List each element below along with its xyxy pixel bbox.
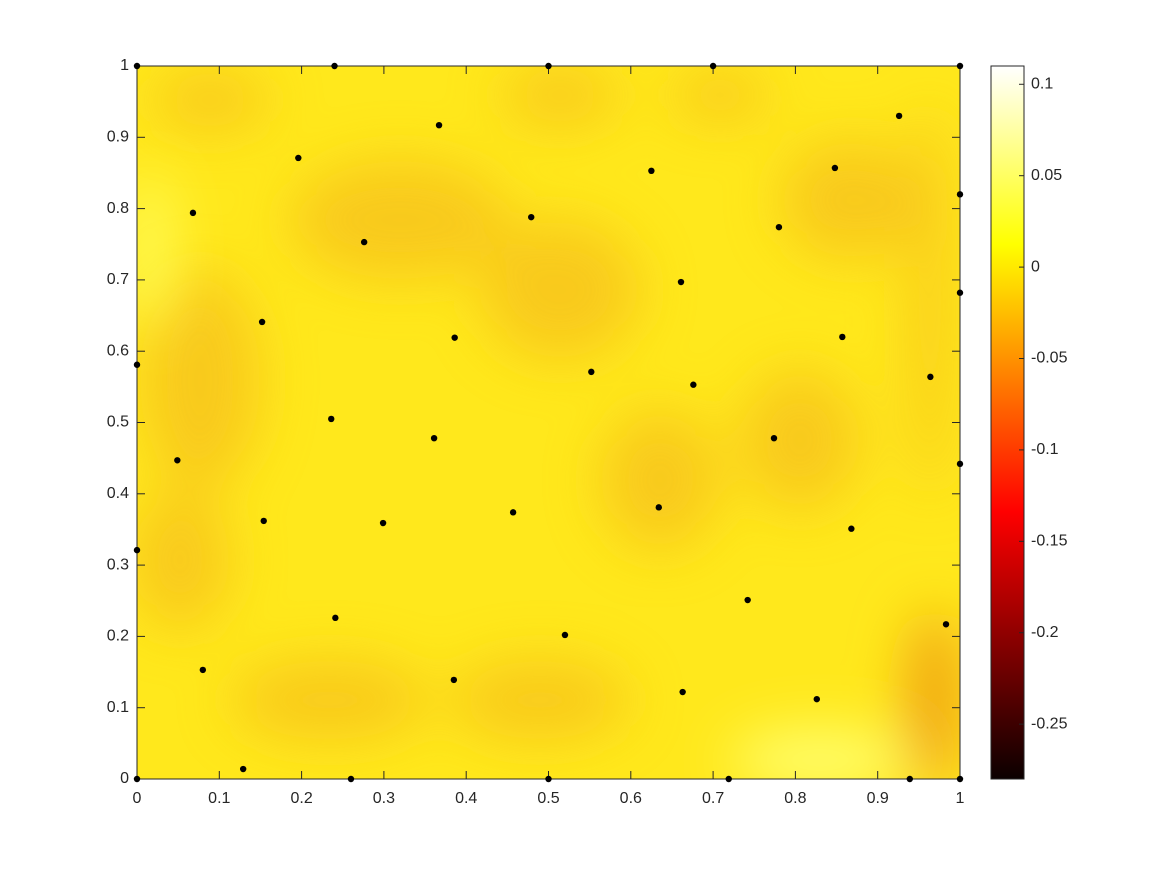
y-tick-label: 0.2	[107, 628, 129, 645]
point	[906, 775, 913, 783]
point	[509, 509, 517, 516]
colorbar-tick-label: -0.05	[1031, 350, 1068, 367]
point	[895, 112, 903, 120]
point	[956, 775, 964, 783]
colorbar-tick-label: 0.05	[1031, 167, 1062, 184]
point	[655, 504, 662, 511]
colorbar	[990, 65, 1025, 780]
point	[258, 318, 266, 326]
point	[189, 209, 197, 217]
point	[942, 621, 950, 628]
point	[679, 688, 686, 696]
colorbar-tick-label: -0.25	[1031, 715, 1068, 732]
point	[199, 666, 207, 674]
point	[561, 631, 569, 639]
point	[677, 278, 685, 286]
y-tick-label: 0.3	[107, 556, 129, 573]
heatmap-field	[137, 66, 960, 779]
point	[451, 334, 458, 341]
x-tick-label: 0.1	[208, 790, 230, 807]
x-tick-label: 0.7	[702, 790, 724, 807]
point	[260, 517, 267, 525]
x-tick-label: 0.9	[867, 790, 889, 807]
point	[239, 765, 247, 773]
point	[956, 460, 964, 468]
point	[450, 676, 458, 684]
point	[813, 695, 820, 703]
point	[927, 373, 934, 381]
point	[956, 289, 964, 296]
y-tick-label: 0.7	[107, 271, 129, 288]
x-tick-label: 0.2	[290, 790, 312, 807]
point	[295, 154, 302, 162]
y-tick-label: 1	[120, 57, 129, 74]
point	[133, 775, 141, 783]
x-tick-label: 0.8	[784, 790, 806, 807]
point	[328, 415, 335, 423]
colorbar-tick-label: 0.1	[1031, 76, 1053, 93]
point	[545, 775, 552, 783]
point	[848, 525, 855, 532]
point	[648, 167, 655, 175]
y-tick-label: 0.5	[107, 414, 129, 431]
colorbar-tick-label: 0	[1031, 258, 1040, 275]
point	[775, 223, 783, 231]
colorbar-tick-label: -0.1	[1031, 441, 1059, 458]
point	[690, 381, 697, 388]
point	[174, 457, 181, 464]
y-tick-label: 0.6	[107, 342, 129, 359]
y-tick-label: 0.8	[107, 200, 129, 217]
point	[956, 191, 964, 198]
point	[133, 361, 141, 368]
point	[839, 333, 846, 341]
colorbar-tick-label: -0.15	[1031, 533, 1068, 550]
point	[379, 519, 387, 527]
point	[709, 62, 717, 70]
point	[347, 775, 355, 783]
point	[430, 434, 438, 442]
point	[332, 614, 339, 622]
colorbar-tick-label: -0.2	[1031, 624, 1059, 641]
y-tick-label: 0.9	[107, 129, 129, 146]
point	[528, 213, 535, 221]
x-tick-label: 0	[133, 790, 142, 807]
point	[133, 546, 141, 554]
y-tick-label: 0.1	[107, 699, 129, 716]
x-tick-label: 0.4	[455, 790, 477, 807]
point	[588, 368, 595, 376]
point	[831, 164, 839, 172]
point	[545, 62, 552, 70]
point	[435, 121, 443, 129]
x-tick-label: 0.5	[537, 790, 559, 807]
x-tick-label: 0.6	[620, 790, 642, 807]
point	[133, 62, 141, 70]
x-tick-label: 0.3	[373, 790, 395, 807]
y-tick-label: 0	[120, 770, 129, 787]
point	[770, 434, 778, 442]
point	[331, 62, 338, 70]
y-tick-label: 0.4	[107, 485, 129, 502]
point	[360, 238, 368, 246]
point	[744, 596, 751, 604]
point	[956, 62, 964, 70]
x-tick-label: 1	[956, 790, 965, 807]
point	[725, 775, 732, 783]
